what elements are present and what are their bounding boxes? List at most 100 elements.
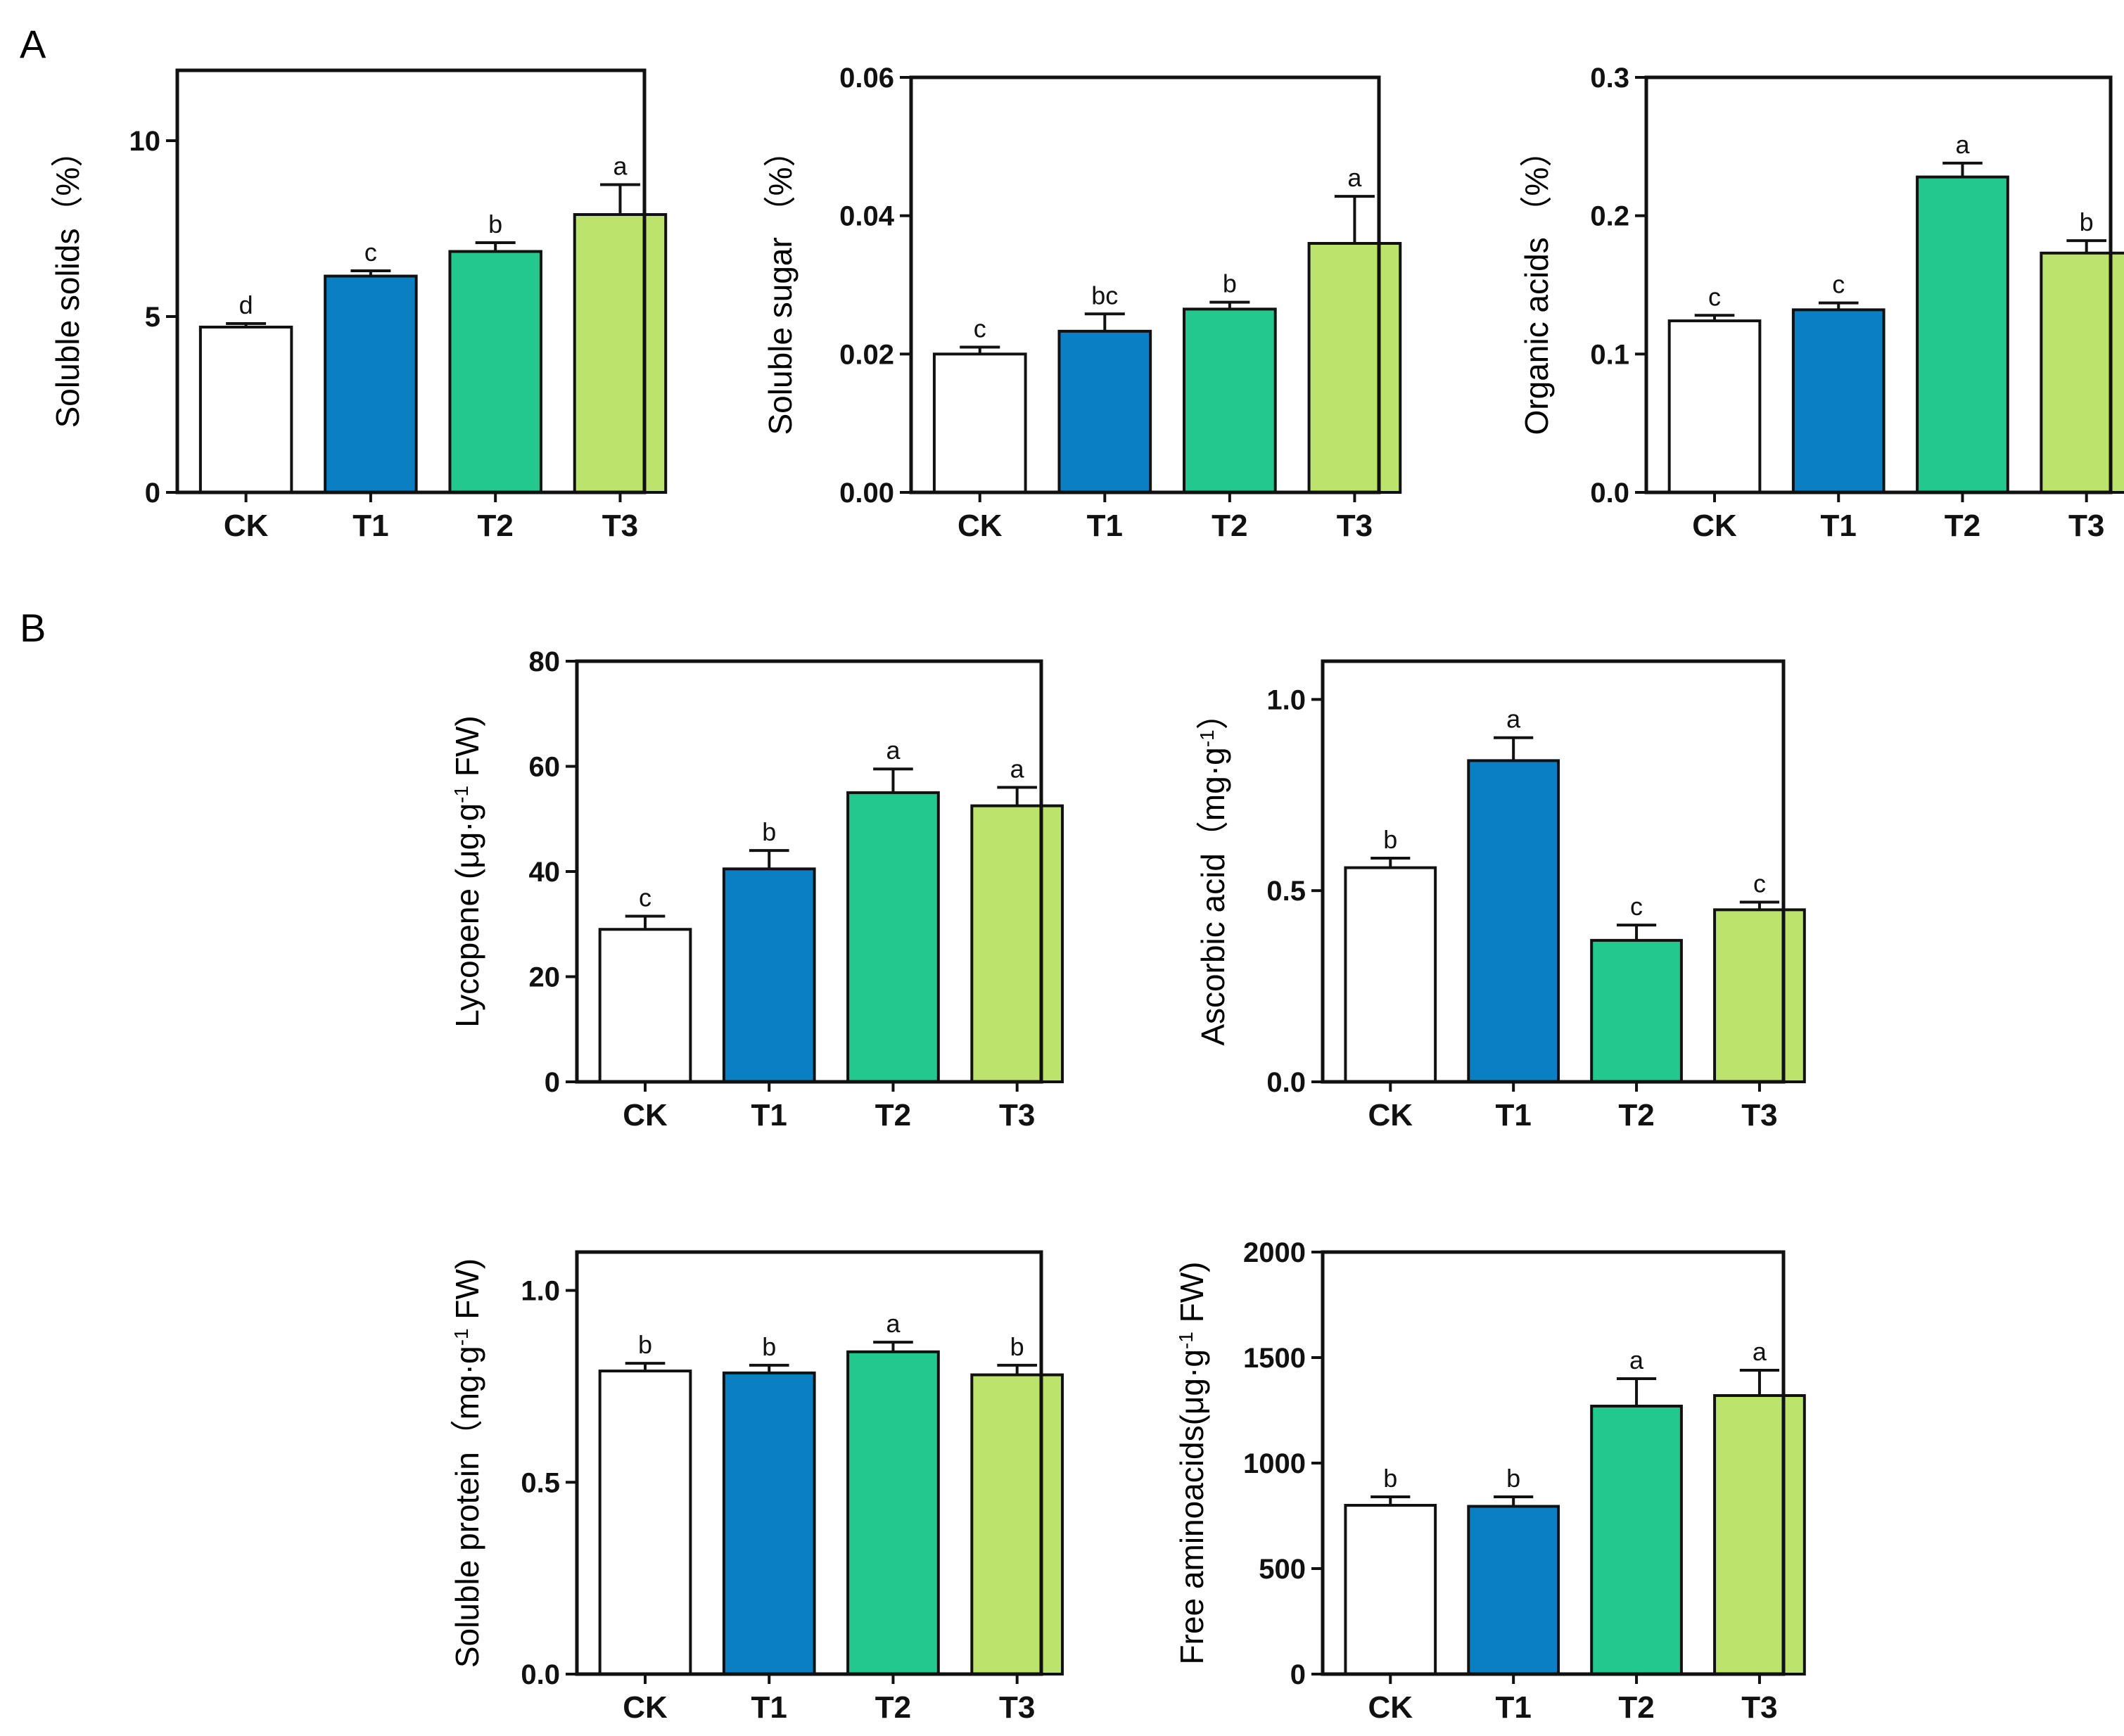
y-axis-title: Lycopene (μg·g-1 FW) [449, 715, 485, 1027]
y-tick-label: 2000 [1243, 1237, 1306, 1268]
significance-label: a [1955, 130, 1970, 159]
significance-label: a [886, 736, 901, 765]
error-bar-t1 [1084, 312, 1125, 331]
category-label: T1 [751, 1098, 787, 1132]
bar-ck [1667, 319, 1762, 494]
significance-label: b [1223, 269, 1237, 298]
error-bar-t1 [1494, 736, 1534, 761]
bar-t3 [970, 804, 1064, 1083]
significance-label: a [886, 1309, 901, 1338]
plot-frame [1321, 659, 1786, 1084]
category-label: CK [623, 1098, 668, 1132]
significance-label: b [762, 817, 776, 846]
y-tick-label: 1.0 [521, 1276, 560, 1307]
y-tick-label: 0.04 [839, 201, 895, 232]
category-label: T1 [1821, 509, 1857, 543]
error-bar-t2 [1616, 924, 1657, 940]
category-label: T2 [1945, 509, 1980, 543]
y-tick-label: 20 [529, 962, 561, 993]
significance-label: c [364, 238, 377, 267]
error-bar-ck [625, 1362, 666, 1372]
error-bar-t3 [997, 786, 1037, 806]
category-label: T3 [602, 509, 638, 543]
category-label: T3 [2068, 509, 2104, 543]
category-label: T2 [478, 509, 514, 543]
bar-t3 [1307, 242, 1402, 494]
plot-frame [909, 75, 1381, 494]
significance-label: b [1010, 1332, 1024, 1361]
bar-t3 [1713, 1394, 1806, 1676]
significance-label: c [639, 883, 651, 912]
bar-ck [932, 352, 1027, 494]
error-bar-t3 [1739, 900, 1780, 910]
bar-t1 [324, 274, 418, 494]
bar-t1 [722, 1371, 816, 1676]
error-bar-ck [1371, 856, 1411, 868]
chart-soluble-sugar: c CK bc T1 b T2 a T3 0.00 0.02 0.04 0.06 Soluble sug… [762, 63, 1402, 543]
category-label: T1 [1495, 1690, 1531, 1725]
y-tick-label: 40 [529, 857, 561, 888]
bar-t2 [1183, 307, 1277, 494]
error-bar-t3 [1334, 195, 1375, 243]
bar-ck [1344, 1504, 1437, 1676]
chart-organic-acids: c CK c T1 a T2 b T3 0.0 0.1 0.2 0.3 Organic acids （%… [1518, 63, 2124, 543]
category-label: CK [1368, 1098, 1413, 1132]
bar-t1 [1467, 1505, 1560, 1676]
significance-label: c [974, 314, 986, 343]
error-bar-t3 [997, 1363, 1037, 1375]
chart-ascorbic-acid: b CK a T1 c T2 c T3 0.0 0.5 1.0 Ascorbic acid（mg·g-… [1195, 659, 1806, 1132]
significance-label: c [1753, 869, 1766, 898]
category-label: T3 [999, 1098, 1035, 1132]
chart-soluble-protein: b CK b T1 a T2 b T3 0.0 0.5 1.0 Soluble protein（mg·… [449, 1250, 1064, 1725]
significance-label: a [1753, 1337, 1767, 1366]
error-bar-t1 [350, 269, 391, 276]
error-bar-t1 [749, 849, 789, 869]
y-tick-label: 0.02 [839, 339, 894, 370]
y-tick-label: 1.0 [1266, 684, 1306, 715]
chart-lycopene: c CK b T1 a T2 a T3 0 20 40 60 80 Lycopene (μg·g-1 FW… [449, 646, 1064, 1132]
y-tick-label: 1000 [1243, 1448, 1306, 1479]
significance-label: a [1629, 1346, 1644, 1374]
significance-label: b [2080, 208, 2094, 236]
y-tick-label: 0.0 [521, 1659, 560, 1690]
bar-t2 [846, 1350, 940, 1676]
y-tick-label: 5 [145, 302, 160, 333]
error-bar-ck [1694, 314, 1735, 321]
chart-soluble-solids: d CK c T1 b T2 a T3 0 5 10 Soluble solids（%） [49, 68, 668, 543]
y-tick-label: 0.06 [839, 63, 894, 94]
error-bar-ck [960, 345, 1000, 355]
plot-frame [1644, 75, 2113, 494]
bar-ck [198, 326, 293, 494]
error-bar-t2 [873, 767, 913, 793]
error-bar-t1 [749, 1363, 789, 1373]
significance-label: b [1383, 825, 1397, 854]
bar-t2 [846, 791, 940, 1083]
significance-label: bc [1091, 281, 1118, 309]
error-bar-ck [226, 322, 267, 327]
category-label: T3 [1741, 1690, 1777, 1725]
category-label: CK [1692, 509, 1737, 543]
error-bar-t1 [1818, 301, 1859, 310]
category-label: T3 [999, 1690, 1035, 1725]
error-bar-t3 [1739, 1369, 1780, 1396]
y-axis-title: Soluble solids（%） [49, 135, 86, 428]
y-tick-label: 0.2 [1590, 201, 1629, 232]
y-tick-label: 0 [1290, 1659, 1306, 1690]
bar-t3 [970, 1373, 1064, 1676]
significance-label: b [1506, 1464, 1520, 1493]
category-label: T2 [1618, 1690, 1654, 1725]
plot-frame [175, 68, 647, 494]
significance-label: a [613, 152, 628, 181]
category-label: T1 [1087, 509, 1123, 543]
category-label: T3 [1337, 509, 1373, 543]
y-tick-label: 0.5 [1266, 876, 1306, 907]
significance-label: a [1010, 754, 1025, 783]
significance-label: c [1708, 282, 1721, 311]
significance-label: b [762, 1332, 776, 1361]
chart-free-aminoacids: b CK b T1 a T2 a T3 0 500 1000 1500 2000 Free aminoac… [1174, 1237, 1806, 1725]
error-bar-ck [1371, 1495, 1411, 1505]
y-tick-label: 80 [529, 646, 561, 677]
bar-t2 [1590, 938, 1683, 1083]
category-label: T2 [1618, 1098, 1654, 1132]
category-label: T2 [875, 1098, 911, 1132]
